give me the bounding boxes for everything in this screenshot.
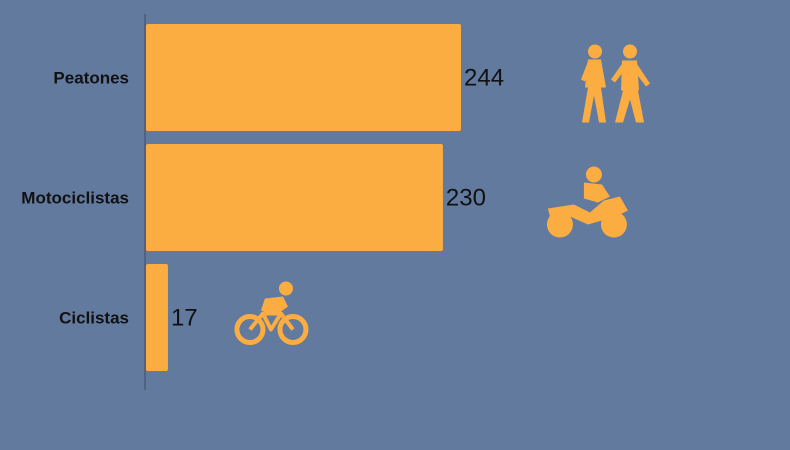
icons-layer bbox=[234, 44, 650, 345]
category-label: Peatones bbox=[53, 69, 129, 88]
motorcyclist-icon bbox=[546, 166, 628, 238]
category-label: Ciclistas bbox=[59, 309, 129, 328]
cyclist-icon bbox=[234, 281, 309, 345]
bar-peatones bbox=[146, 24, 461, 131]
bar-ciclistas bbox=[146, 264, 168, 371]
value-label: 17 bbox=[171, 305, 198, 332]
value-label: 230 bbox=[446, 185, 486, 212]
labels-layer: Peatones 244 Motociclistas 230 Ciclistas 17 bbox=[21, 65, 504, 332]
pedestrians-icon bbox=[581, 44, 650, 123]
value-label: 244 bbox=[464, 65, 504, 92]
category-label: Motociclistas bbox=[21, 189, 129, 208]
bars-layer bbox=[146, 24, 461, 371]
bar-motociclistas bbox=[146, 144, 443, 251]
